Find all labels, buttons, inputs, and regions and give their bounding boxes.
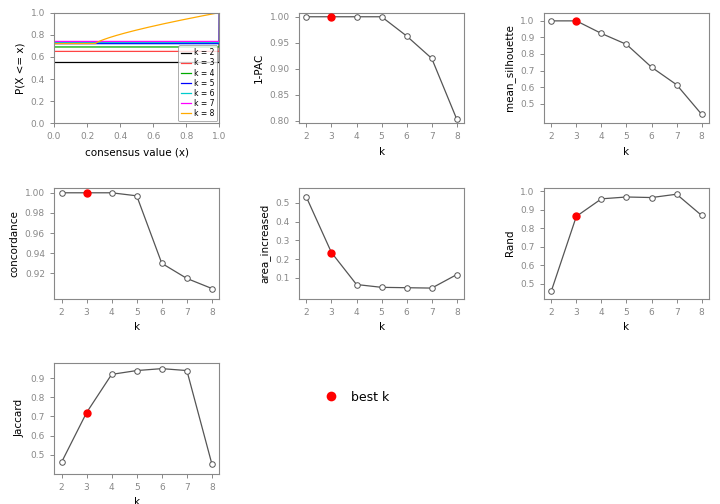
X-axis label: k: k xyxy=(624,322,629,332)
k = 5 xyxy=(215,41,224,47)
k = 8 xyxy=(181,16,190,22)
k = 3 xyxy=(215,48,224,54)
k = 5 xyxy=(50,41,58,47)
Y-axis label: 1-PAC: 1-PAC xyxy=(254,53,264,83)
k = 2 xyxy=(215,59,224,66)
k = 6 xyxy=(50,39,58,45)
Line: k = 8: k = 8 xyxy=(54,13,220,123)
k = 7 xyxy=(215,10,224,16)
Legend: best k: best k xyxy=(313,386,394,409)
Legend: k = 2, k = 3, k = 4, k = 5, k = 6, k = 7, k = 8: k = 2, k = 3, k = 4, k = 5, k = 6, k = 7… xyxy=(179,45,217,121)
Line: k = 5: k = 5 xyxy=(54,13,220,123)
k = 3 xyxy=(215,10,224,16)
Line: k = 3: k = 3 xyxy=(54,13,220,123)
k = 6 xyxy=(215,39,224,45)
Line: k = 2: k = 2 xyxy=(54,13,220,123)
Line: k = 6: k = 6 xyxy=(54,13,220,123)
k = 7 xyxy=(215,38,224,44)
k = 8 xyxy=(215,10,224,16)
k = 5 xyxy=(50,120,58,127)
k = 7 xyxy=(50,38,58,44)
k = 5 xyxy=(215,10,224,16)
Y-axis label: area_increased: area_increased xyxy=(259,204,270,283)
k = 8 xyxy=(163,20,172,26)
k = 4 xyxy=(50,120,58,127)
X-axis label: consensus value (x): consensus value (x) xyxy=(85,147,189,157)
k = 8 xyxy=(66,41,75,47)
X-axis label: k: k xyxy=(134,322,140,332)
Y-axis label: P(X <= x): P(X <= x) xyxy=(15,42,25,94)
k = 4 xyxy=(50,44,58,50)
Line: k = 7: k = 7 xyxy=(54,13,220,123)
k = 4 xyxy=(215,10,224,16)
Y-axis label: mean_silhouette: mean_silhouette xyxy=(504,25,515,111)
k = 3 xyxy=(50,48,58,54)
k = 2 xyxy=(50,120,58,127)
Y-axis label: Jaccard: Jaccard xyxy=(15,399,25,437)
X-axis label: k: k xyxy=(134,497,140,504)
Line: k = 4: k = 4 xyxy=(54,13,220,123)
k = 3 xyxy=(50,120,58,127)
k = 8 xyxy=(122,30,131,36)
k = 8 xyxy=(50,120,58,127)
X-axis label: k: k xyxy=(624,147,629,157)
k = 8 xyxy=(179,17,187,23)
k = 4 xyxy=(215,44,224,50)
k = 8 xyxy=(117,31,125,37)
k = 6 xyxy=(215,10,224,16)
Y-axis label: Rand: Rand xyxy=(505,230,515,257)
X-axis label: k: k xyxy=(379,322,384,332)
k = 2 xyxy=(50,59,58,66)
k = 2 xyxy=(215,10,224,16)
X-axis label: k: k xyxy=(379,147,384,157)
Y-axis label: concordance: concordance xyxy=(9,210,19,277)
k = 6 xyxy=(50,120,58,127)
k = 7 xyxy=(50,120,58,127)
